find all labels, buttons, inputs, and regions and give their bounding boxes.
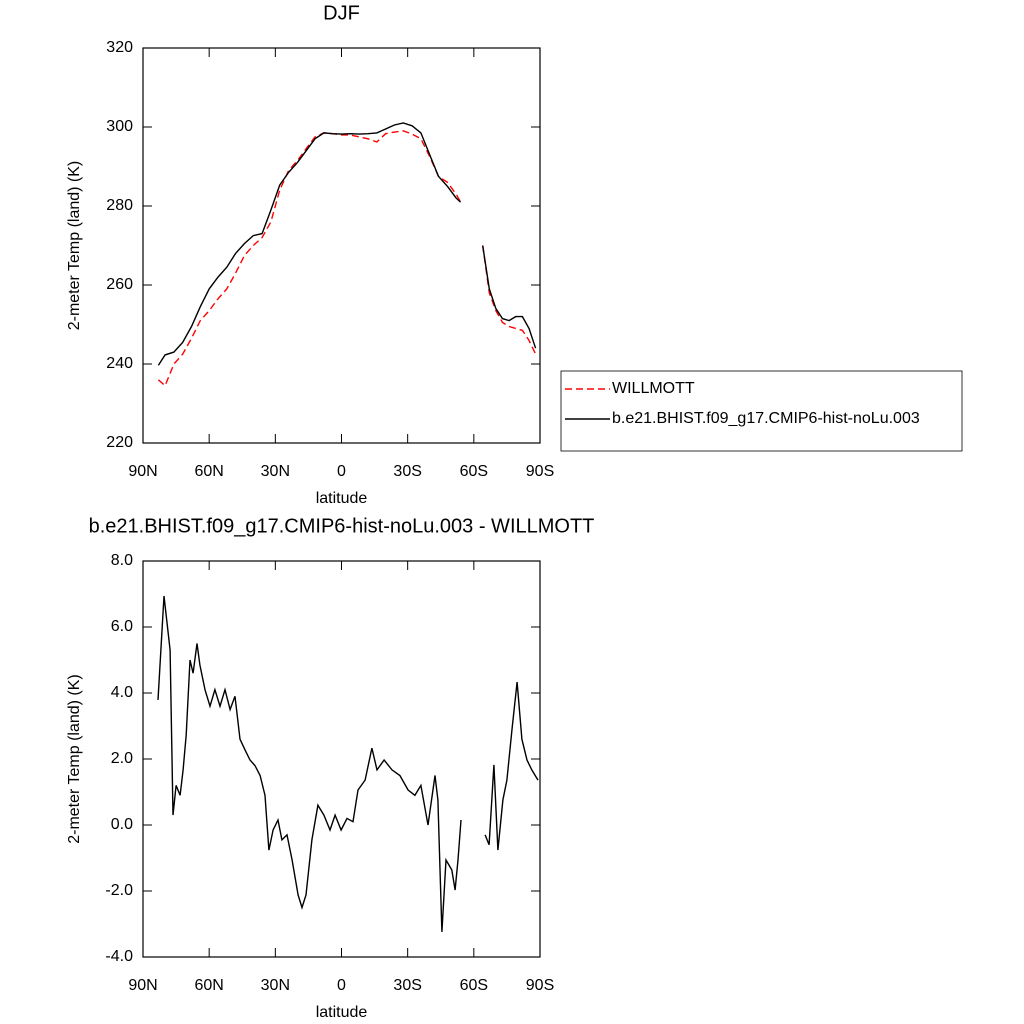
legend-box xyxy=(560,370,963,452)
legend-label: WILLMOTT xyxy=(612,380,695,397)
plot-frame xyxy=(142,47,541,444)
x-tick-label: 0 xyxy=(337,463,346,480)
line-series xyxy=(157,595,539,932)
x-tick-label: 60N xyxy=(194,463,223,480)
line-series xyxy=(157,130,537,387)
plot-frame xyxy=(142,560,541,958)
x-tick-label: 60S xyxy=(460,463,488,480)
y-tick-label: 240 xyxy=(106,355,133,372)
y-tick-label: 0.0 xyxy=(111,816,133,833)
y-tick-label: 280 xyxy=(106,197,133,214)
y-tick-label: -4.0 xyxy=(105,948,133,965)
x-tick-label: 90S xyxy=(526,977,554,994)
x-tick-label: 90N xyxy=(128,977,157,994)
y-tick-label: 6.0 xyxy=(111,618,133,635)
y-tick-label: 300 xyxy=(106,118,133,135)
x-tick-label: 30N xyxy=(261,977,290,994)
chart-title: DJF xyxy=(323,2,360,24)
chart-title: b.e21.BHIST.f09_g17.CMIP6-hist-noLu.003 … xyxy=(89,515,595,537)
x-tick-label: 90N xyxy=(128,463,157,480)
y-axis-label: 2-meter Temp (land) (K) xyxy=(66,674,83,844)
x-tick-label: 90S xyxy=(526,463,554,480)
x-axis-label: latitude xyxy=(316,1004,368,1021)
x-tick-label: 30N xyxy=(261,463,290,480)
y-tick-label: 2.0 xyxy=(111,750,133,767)
x-tick-label: 60N xyxy=(194,977,223,994)
y-tick-label: 8.0 xyxy=(111,552,133,569)
y-axis-label: 2-meter Temp (land) (K) xyxy=(66,161,83,331)
x-tick-label: 60S xyxy=(460,977,488,994)
y-tick-label: 4.0 xyxy=(111,684,133,701)
line-series xyxy=(157,122,537,366)
y-tick-label: -2.0 xyxy=(105,882,133,899)
y-tick-label: 320 xyxy=(106,39,133,56)
legend-label: b.e21.BHIST.f09_g17.CMIP6-hist-noLu.003 xyxy=(612,410,920,427)
y-tick-label: 260 xyxy=(106,276,133,293)
x-axis-label: latitude xyxy=(316,490,368,507)
x-tick-label: 0 xyxy=(337,977,346,994)
y-tick-label: 220 xyxy=(106,434,133,451)
x-tick-label: 30S xyxy=(393,463,421,480)
x-tick-label: 30S xyxy=(393,977,421,994)
